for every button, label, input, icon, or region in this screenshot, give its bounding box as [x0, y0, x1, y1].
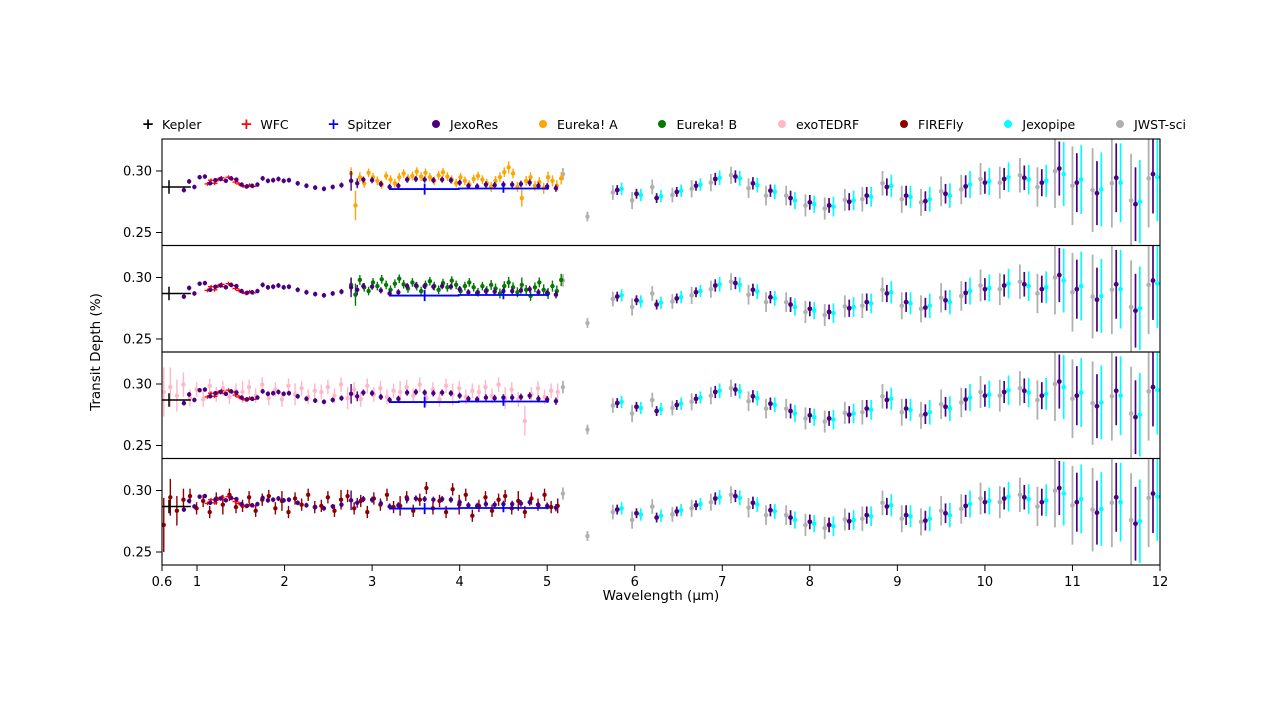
x-tick-label: 11	[1064, 575, 1081, 590]
legend-item-kepler: + Kepler	[142, 117, 202, 132]
x-tick-label: 0.6	[152, 575, 173, 590]
legend-item-exotedrf: exoTEDRF	[776, 117, 859, 132]
legend: + Kepler + WFC + Spitzer JexoRes Eureka!…	[142, 112, 1186, 136]
y-tick-label: 0.25	[123, 333, 152, 348]
legend-label-jexores: JexoRes	[450, 116, 499, 132]
y-tick-label: 0.25	[123, 439, 152, 454]
y-tick-label: 0.30	[123, 271, 152, 286]
legend-item-jwst-sci: JWST-sci	[1114, 117, 1186, 132]
legend-item-firefly: FIREFly	[898, 117, 964, 132]
panel-3-data	[162, 352, 1160, 459]
legend-label-exotedrf: exoTEDRF	[795, 116, 860, 132]
legend-label-eureka-a: Eureka! A	[557, 116, 618, 132]
x-tick-label: 9	[893, 575, 901, 590]
eureka-a-dot-marker-icon	[537, 118, 549, 130]
legend-label-wfc: WFC	[260, 116, 289, 132]
jexores-dot-marker-icon	[430, 118, 442, 130]
x-tick-label: 5	[543, 575, 551, 590]
x-tick-label: 2	[280, 575, 288, 590]
y-tick-label: 0.30	[123, 484, 152, 499]
kepler-plus-marker-icon: +	[141, 115, 155, 133]
legend-label-spitzer: Spitzer	[347, 116, 392, 132]
x-tick-label: 3	[368, 575, 376, 590]
legend-label-jexopipe: Jexopipe	[1022, 116, 1076, 132]
legend-item-spitzer: + Spitzer	[327, 115, 392, 133]
y-tick-label: 0.25	[123, 226, 152, 241]
panel-4-data	[162, 458, 1160, 565]
x-tick-label: 7	[718, 575, 726, 590]
y-tick-label: 0.25	[123, 546, 152, 561]
wfc-plus-marker-icon: +	[240, 115, 253, 133]
jexopipe-dot-marker-icon	[1002, 118, 1014, 130]
legend-item-wfc: + WFC	[240, 115, 289, 133]
x-tick-label: 10	[977, 575, 994, 590]
panel-4-border	[161, 457, 1161, 566]
legend-item-eureka-a: Eureka! A	[537, 117, 618, 132]
legend-item-eureka-b: Eureka! B	[656, 117, 737, 132]
x-tick-label: 6	[631, 575, 639, 590]
jwst-sci-dot-marker-icon	[1114, 118, 1126, 130]
x-tick-label: 4	[456, 575, 464, 590]
legend-label-eureka-b: Eureka! B	[676, 116, 738, 132]
legend-label-jwst-sci: JWST-sci	[1134, 116, 1186, 132]
x-tick-label: 12	[1152, 575, 1169, 590]
legend-item-jexopipe: Jexopipe	[1002, 117, 1075, 132]
legend-label-firefly: FIREFly	[918, 116, 964, 132]
spitzer-plus-marker-icon: +	[327, 115, 340, 133]
x-axis-label: Wavelength (μm)	[602, 588, 720, 604]
legend-item-jexores: JexoRes	[430, 117, 498, 132]
exotedrf-dot-marker-icon	[776, 118, 788, 130]
firefly-dot-marker-icon	[898, 118, 910, 130]
legend-label-kepler: Kepler	[162, 116, 202, 132]
y-tick-label: 0.30	[123, 378, 152, 393]
y-tick-label: 0.30	[123, 165, 152, 180]
eureka-b-dot-marker-icon	[656, 118, 668, 130]
panel-2-data	[162, 245, 1160, 352]
panel-1-data	[162, 139, 1160, 246]
x-tick-label: 1	[193, 575, 201, 590]
x-tick-label: 8	[806, 575, 814, 590]
